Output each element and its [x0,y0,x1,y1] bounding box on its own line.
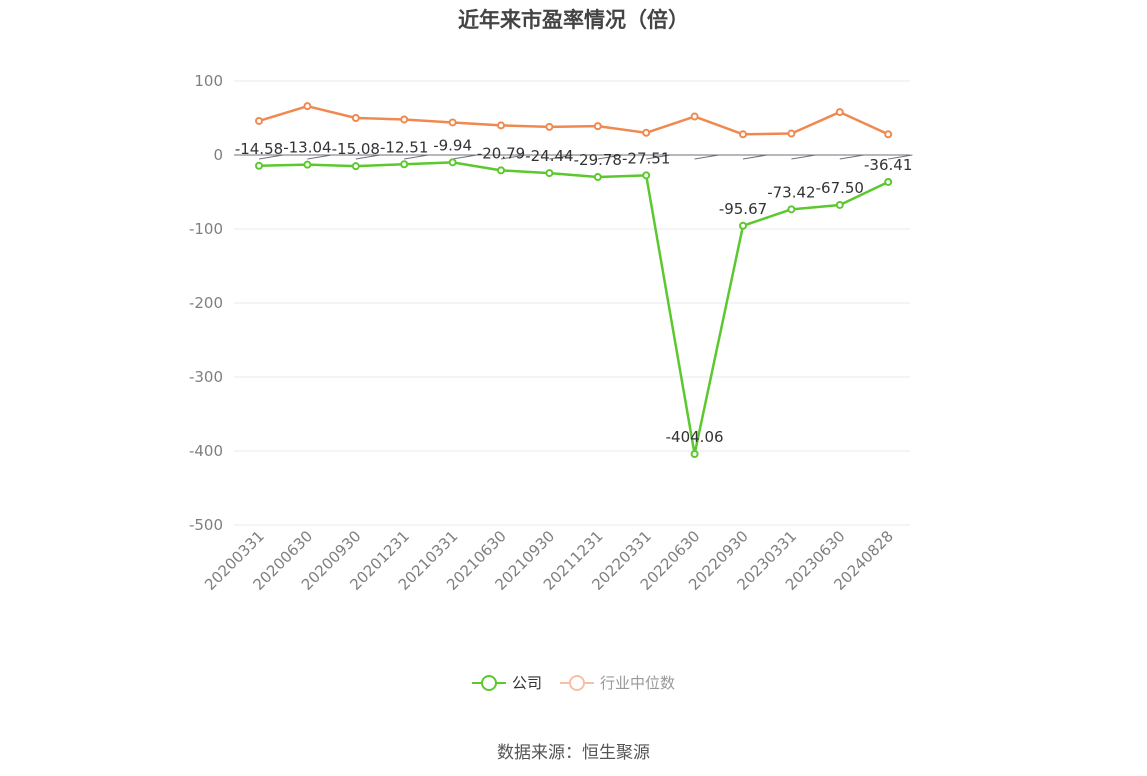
industry-median-point [400,115,409,124]
industry-median-point [303,102,312,111]
company-point [739,221,747,230]
company-data-label: -95.67 [719,200,767,218]
company-data-label: -14.58 [235,140,283,158]
company-data-label: -15.08 [332,140,380,158]
x-tick-mark [500,154,526,160]
x-tick-mark [646,154,671,160]
industry-median-point [884,130,893,139]
industry-median-point [351,114,360,122]
y-tick-label: 0 [213,146,223,164]
company-data-label: -73.42 [767,183,815,201]
industry-median-point [545,122,554,131]
industry-median-line [258,104,889,136]
company-data-label: -9.94 [433,136,472,154]
industry-median-point [739,130,747,139]
data-source-note: 数据来源：恒生聚源 [497,743,650,763]
company-point [593,173,602,182]
legend: 公司 行业中位数 [0,672,1147,693]
industry-median-point [642,128,651,137]
company-data-label: -36.41 [864,156,912,174]
company-point [835,200,844,209]
company-point [787,205,796,214]
industry-median-point [835,108,844,117]
x-tick-mark [404,154,429,160]
y-tick-label: -500 [189,516,223,534]
company-point [448,158,457,167]
company-point [351,162,360,171]
x-tick-mark [307,154,332,160]
company-point [400,160,409,169]
company-data-label: -13.04 [283,139,331,157]
company-data-label: -27.51 [622,149,670,167]
company-data-label: -20.79 [477,144,525,162]
industry-median-point [448,118,457,127]
legend-company-swatch [471,673,506,693]
x-tick-mark [791,154,816,160]
company-point [303,160,312,169]
legend-item-company[interactable]: 公司 [471,672,542,693]
company-point [545,169,554,178]
industry-median-point [690,112,699,121]
company-data-label: -29.78 [574,151,622,169]
y-tick-label: -300 [189,368,223,386]
company-data-label: -67.50 [816,179,864,197]
x-tick-mark [888,154,913,160]
x-tick-mark [839,154,865,160]
y-tick-label: 100 [194,72,223,90]
legend-industry-label: 行业中位数 [600,674,676,692]
company-line [258,161,889,456]
company-data-label: -12.51 [380,138,428,156]
x-tick-mark [258,154,284,160]
y-tick-label: -400 [189,442,223,460]
industry-median-point [593,122,602,131]
x-tick-mark [355,154,381,160]
x-tick-mark [694,154,719,160]
x-tick-mark [597,154,623,160]
industry-median-point [787,129,796,138]
company-data-label: -404.06 [666,428,724,446]
company-point [255,161,263,170]
legend-company-label: 公司 [511,674,542,692]
x-tick-mark [452,154,477,160]
industry-median-point [497,121,505,130]
company-point [690,450,699,459]
industry-median-point [255,116,263,125]
legend-item-industry-median[interactable]: 行业中位数 [560,672,675,693]
legend-industry-swatch [560,673,594,693]
company-data-label: -24.44 [525,147,573,165]
company-point [642,171,651,180]
chart-title: 近年来市盈率情况（倍） [458,8,689,32]
company-point [884,177,893,186]
y-tick-label: -200 [189,294,223,312]
company-point [497,166,505,175]
x-tick-mark [549,154,574,160]
y-tick-label: -100 [189,220,223,238]
x-tick-mark [742,154,768,160]
